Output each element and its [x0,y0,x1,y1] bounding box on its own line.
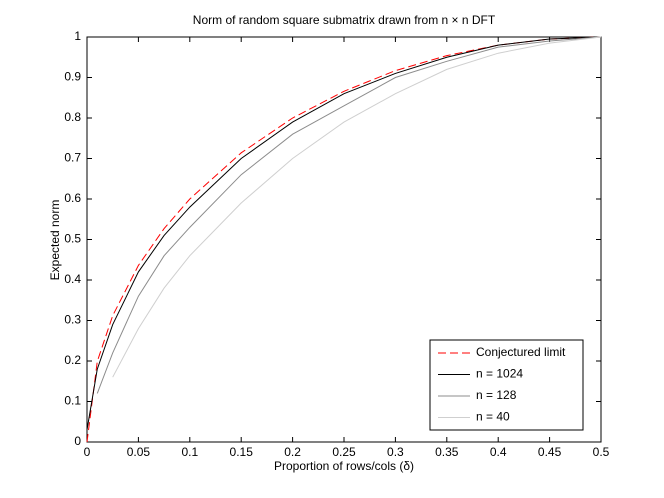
series-line [86,36,602,430]
x-tick-label: 0.5 [593,445,610,459]
y-tick-label: 0.8 [64,110,81,124]
x-tick-label: 0.05 [127,445,151,459]
x-tick-label: 0.4 [490,445,507,459]
y-tick-label: 0.2 [64,353,81,367]
x-tick-label: 0.1 [181,445,198,459]
x-axis-label: Proportion of rows/cols (δ) [274,459,414,473]
y-tick-label: 0.9 [64,70,81,84]
y-tick-label: 0.1 [64,394,81,408]
x-tick-label: 0 [84,445,91,459]
x-tick-label: 0.35 [435,445,459,459]
legend-label: n = 128 [476,388,517,402]
series-line [96,36,602,394]
x-tick-label: 0.2 [284,445,301,459]
legend-label: n = 1024 [476,367,523,381]
y-tick-label: 0.7 [64,151,81,165]
legend-label: Conjectured limit [476,345,566,359]
x-tick-label: 0.3 [387,445,404,459]
y-axis-label: Expected norm [48,200,62,281]
x-tick-label: 0.15 [230,445,254,459]
y-tick-label: 0.4 [64,272,81,286]
y-tick-label: 1 [74,29,81,43]
series-line [112,36,602,378]
y-tick-label: 0.5 [64,232,81,246]
chart-title: Norm of random square submatrix drawn fr… [193,13,496,27]
y-tick-label: 0 [74,434,81,448]
y-tick-label: 0.6 [64,191,81,205]
series-line [86,36,602,443]
legend-label: n = 40 [476,410,510,424]
y-tick-label: 0.3 [64,313,81,327]
legend-box [429,339,584,431]
legend: Conjectured limit n = 1024 n = 128 n = 40 [429,339,584,431]
x-tick-label: 0.25 [332,445,356,459]
x-tick-label: 0.45 [538,445,562,459]
